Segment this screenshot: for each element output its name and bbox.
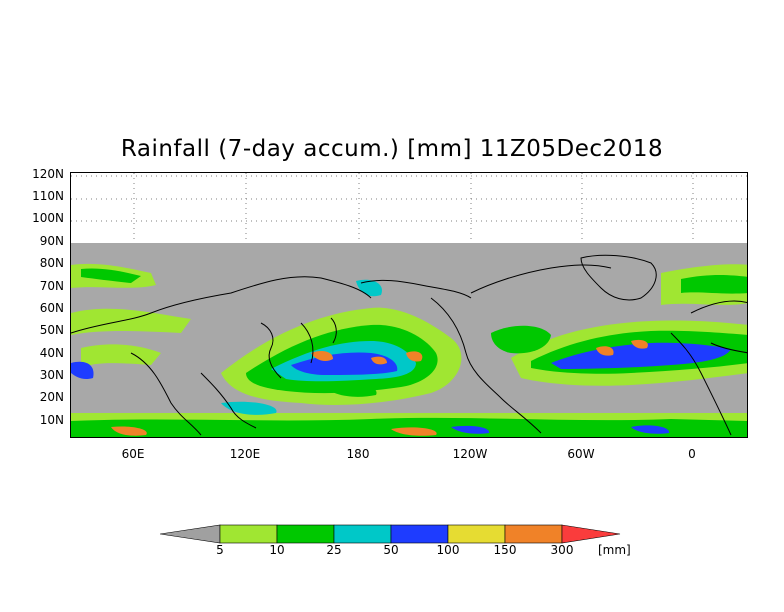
colorbar-tick-label: 100 [436, 543, 460, 557]
colorbar-tick-label: 5 [216, 543, 224, 557]
map-title: Rainfall (7-day accum.) [mm] 11Z05Dec201… [120, 136, 664, 162]
colorbar-bin [447, 524, 506, 544]
lat-label: 30N [39, 368, 64, 382]
lon-label: 0 [688, 447, 696, 461]
graticule [71, 173, 747, 243]
lat-label: 70N [39, 279, 64, 293]
lat-label: 40N [39, 346, 64, 360]
lon-label: 120E [229, 447, 261, 461]
rainfall-map [70, 172, 748, 438]
colorbar-bin [276, 524, 335, 544]
lat-label: 90N [39, 234, 64, 248]
colorbar-unit: [mm] [598, 543, 631, 557]
map-canvas [71, 173, 747, 437]
colorbar-bin [390, 524, 449, 544]
lon-label: 60E [121, 447, 145, 461]
colorbar-high-arrow [561, 524, 621, 544]
lon-label: 180 [346, 447, 370, 461]
colorbar-tick-label: 50 [383, 543, 399, 557]
colorbar-tick-label: 300 [550, 543, 574, 557]
colorbar-tick-label: 25 [326, 543, 342, 557]
colorbar-bin [333, 524, 392, 544]
lat-label: 10N [39, 413, 64, 427]
lat-label: 100N [32, 211, 64, 225]
lon-label: 60W [567, 447, 595, 461]
lat-label: 120N [32, 167, 64, 181]
colorbar-tick-label: 10 [269, 543, 285, 557]
lat-label: 60N [39, 301, 64, 315]
colorbar-tick-label: 150 [493, 543, 517, 557]
lat-label: 80N [39, 256, 64, 270]
lat-label: 50N [39, 323, 64, 337]
lat-label: 20N [39, 390, 64, 404]
lat-label: 110N [32, 189, 64, 203]
colorbar-low-arrow [160, 524, 221, 544]
lon-label: 120W [452, 447, 488, 461]
colorbar [160, 524, 621, 544]
colorbar-bin [504, 524, 563, 544]
rainfall-patches [71, 263, 747, 437]
colorbar-bin [219, 524, 278, 544]
coastlines [71, 254, 747, 436]
